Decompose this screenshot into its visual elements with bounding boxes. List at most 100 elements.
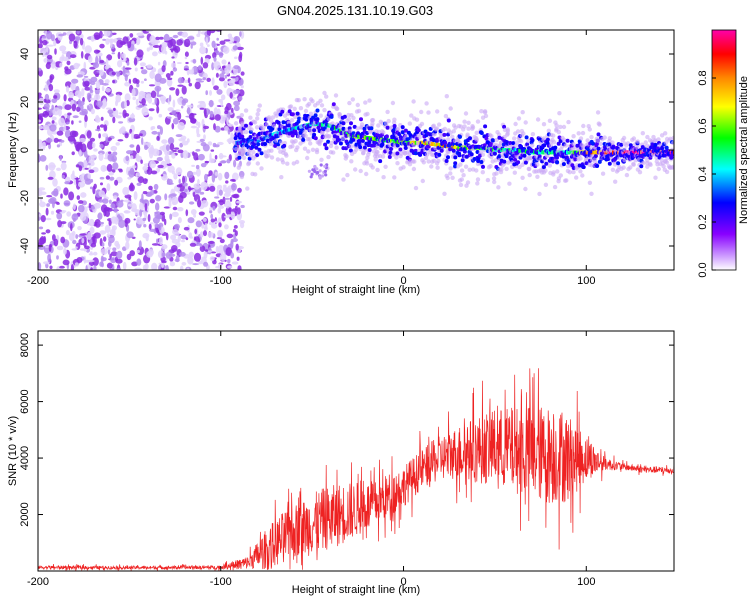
spectral-cell <box>637 170 643 175</box>
spectral-cell <box>502 159 507 164</box>
spectral-cell <box>281 120 286 125</box>
noise-cell <box>38 213 42 218</box>
noise-cell <box>126 150 134 155</box>
noise-cell <box>127 206 131 209</box>
spectral-cell <box>475 161 481 167</box>
spectral-peak <box>455 145 459 150</box>
spectral-cell <box>512 170 517 175</box>
noise-cell <box>136 216 143 225</box>
spectral-cell <box>291 161 296 166</box>
noise-cell <box>90 242 97 248</box>
noise-cell <box>129 167 135 175</box>
noise-cell <box>110 257 117 264</box>
noise-cell <box>67 112 72 116</box>
spectral-cell <box>453 161 458 166</box>
spectral-cell <box>341 121 346 126</box>
spectral-cell <box>374 149 379 155</box>
noise-cell <box>199 243 203 247</box>
noise-cell <box>151 130 158 135</box>
spectral-cell <box>259 166 264 171</box>
y-tick-label: 20 <box>19 96 31 108</box>
noise-cell <box>148 223 152 230</box>
spectral-cell <box>545 137 550 142</box>
noise-cell <box>228 207 232 213</box>
noise-cell <box>177 207 184 212</box>
noise-cell <box>58 33 65 37</box>
spectral-cell <box>450 134 455 139</box>
spectral-peak <box>633 150 636 155</box>
noise-cell <box>238 79 244 86</box>
noise-cell <box>206 77 211 82</box>
spectral-peak <box>539 150 543 155</box>
noise-cell <box>87 155 95 164</box>
noise-cell <box>48 243 52 252</box>
noise-cell <box>137 105 144 108</box>
noise-cell <box>148 108 155 112</box>
noise-cell <box>239 31 242 37</box>
noise-cell <box>169 213 173 220</box>
noise-cell <box>233 159 237 168</box>
noise-cell <box>214 155 218 160</box>
noise-cell <box>226 214 232 218</box>
noise-cell <box>64 181 70 185</box>
noise-cell <box>210 213 214 219</box>
noise-cell <box>204 173 208 181</box>
noise-cell <box>193 152 199 161</box>
spectral-cell <box>413 185 419 191</box>
noise-cell <box>233 65 240 70</box>
spectral-peak <box>286 128 289 133</box>
noise-cell <box>128 117 136 123</box>
spectral-cell <box>249 127 254 132</box>
spectral-cell <box>433 145 438 151</box>
spectral-cell <box>513 121 518 127</box>
noise-cell <box>84 245 90 250</box>
spectral-cell <box>457 153 462 158</box>
noise-cell <box>47 44 54 47</box>
spectral-peak <box>434 142 437 147</box>
spectral-cell <box>376 123 381 128</box>
noise-cell <box>157 164 164 169</box>
spectral-cell <box>476 159 481 163</box>
spectral-cell <box>365 111 370 117</box>
noise-cell <box>151 126 156 130</box>
noise-cell <box>178 178 181 184</box>
spectral-cell <box>464 154 469 159</box>
spectral-cell <box>349 121 353 126</box>
spectral-cell <box>419 121 425 127</box>
spectral-cell <box>571 141 576 147</box>
noise-cell <box>72 170 75 177</box>
noise-cell <box>59 211 66 214</box>
noise-cell <box>115 142 120 146</box>
spectral-peak <box>457 145 460 150</box>
noise-cell <box>71 103 77 112</box>
noise-cell <box>64 68 72 75</box>
noise-cell <box>210 149 215 152</box>
noise-cell <box>204 160 210 164</box>
noise-cell <box>230 252 235 259</box>
spectral-cell <box>558 124 563 130</box>
spectral-peak <box>424 141 428 146</box>
spectral-cell <box>520 110 525 115</box>
spectral-cell <box>431 158 437 163</box>
x-tick-label: 100 <box>577 275 595 287</box>
noise-cell <box>129 144 135 148</box>
noise-cell <box>129 33 134 38</box>
spectral-cell <box>462 119 467 124</box>
noise-cell <box>182 150 189 159</box>
spectral-cell <box>494 137 499 143</box>
noise-cell <box>148 185 153 191</box>
spectral-cell <box>256 108 261 113</box>
spectral-cell <box>239 113 244 118</box>
spectral-cell <box>602 135 607 140</box>
noise-cell <box>73 139 77 145</box>
spectral-cell <box>234 147 239 152</box>
noise-cell <box>181 140 189 146</box>
noise-cell <box>240 71 245 76</box>
spectral-peak <box>562 150 566 155</box>
spectral-cell <box>329 114 334 119</box>
noise-cell <box>46 195 53 198</box>
spectral-cell <box>554 123 559 128</box>
x-tick-label: 0 <box>400 576 406 588</box>
spectral-cell <box>446 155 450 160</box>
noise-cell <box>197 199 202 208</box>
